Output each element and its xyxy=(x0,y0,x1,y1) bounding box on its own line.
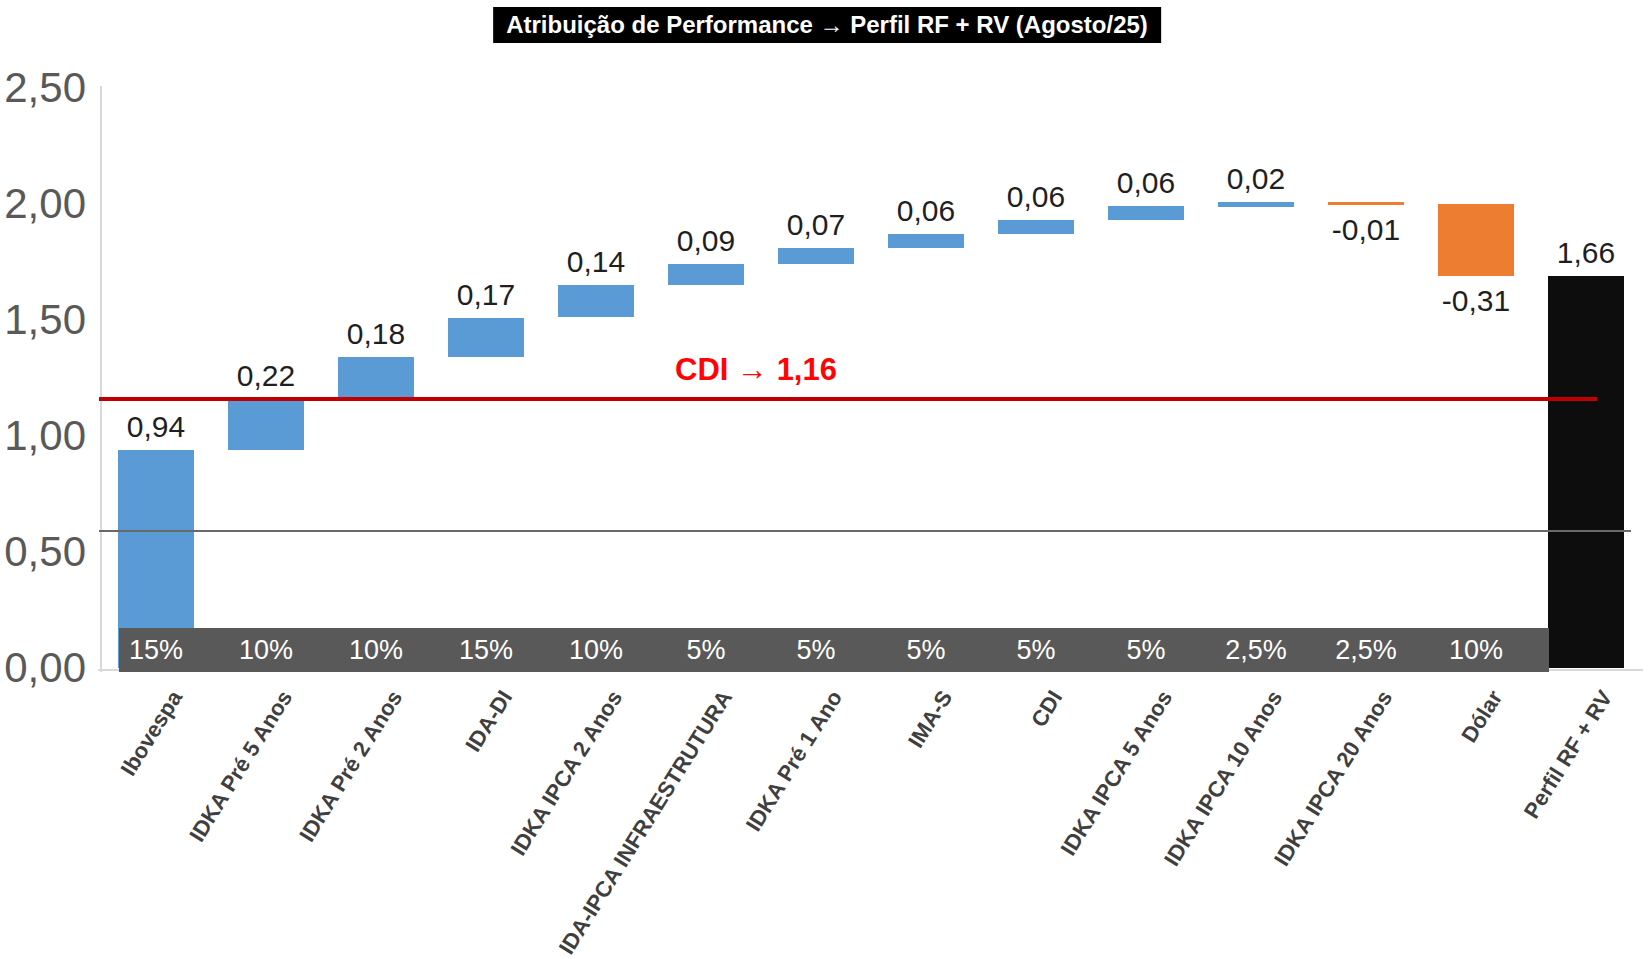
y-tick-label: 0,00 xyxy=(0,643,86,693)
waterfall-bar xyxy=(1218,202,1294,207)
weight-label: 10% xyxy=(541,628,651,672)
bar-value-label: -0,01 xyxy=(1311,213,1421,247)
weight-label: 2,5% xyxy=(1311,628,1421,672)
weight-label: 10% xyxy=(1421,628,1531,672)
waterfall-bar xyxy=(228,399,304,450)
bar-value-label: 0,14 xyxy=(541,245,651,279)
bar-value-label: 0,09 xyxy=(651,224,761,258)
bar-value-label: 0,06 xyxy=(871,194,981,228)
waterfall-bar xyxy=(998,220,1074,234)
waterfall-bar xyxy=(338,357,414,399)
waterfall-bar xyxy=(668,264,744,285)
waterfall-bar xyxy=(778,248,854,264)
weight-label: 5% xyxy=(981,628,1091,672)
bar-value-label: 0,02 xyxy=(1201,162,1311,196)
secondary-reference-line xyxy=(99,530,1631,532)
waterfall-bar xyxy=(1548,276,1624,668)
weight-label: 5% xyxy=(871,628,981,672)
waterfall-bar xyxy=(1108,206,1184,220)
waterfall-chart: Atribuição de Performance → Perfil RF + … xyxy=(0,0,1651,959)
weight-label: 10% xyxy=(211,628,321,672)
weight-label: 10% xyxy=(321,628,431,672)
y-tick-label: 2,00 xyxy=(0,179,86,229)
waterfall-bar xyxy=(888,234,964,248)
y-tick-label: 1,50 xyxy=(0,295,86,345)
cdi-reference-line xyxy=(99,397,1597,401)
weight-label: 5% xyxy=(1091,628,1201,672)
bar-value-label: 0,22 xyxy=(211,359,321,393)
bar-value-label: 0,17 xyxy=(431,278,541,312)
weight-label: 5% xyxy=(651,628,761,672)
waterfall-bar xyxy=(558,285,634,317)
chart-title: Atribuição de Performance → Perfil RF + … xyxy=(493,7,1161,43)
weight-label: 2,5% xyxy=(1201,628,1311,672)
waterfall-bar xyxy=(1438,204,1514,276)
weight-label: 15% xyxy=(431,628,541,672)
waterfall-bar xyxy=(1328,202,1404,205)
y-axis-line xyxy=(100,86,102,672)
bar-value-label: 0,94 xyxy=(101,410,211,444)
weight-label: 5% xyxy=(761,628,871,672)
bar-value-label: -0,31 xyxy=(1421,284,1531,318)
y-tick-label: 1,00 xyxy=(0,411,86,461)
bar-value-label: 0,06 xyxy=(1091,166,1201,200)
bar-value-label: 0,18 xyxy=(321,317,431,351)
weight-label: 15% xyxy=(101,628,211,672)
waterfall-bar xyxy=(448,318,524,357)
cdi-line-label: CDI → 1,16 xyxy=(586,352,926,388)
y-tick-label: 2,50 xyxy=(0,63,86,113)
bar-value-label: 0,07 xyxy=(761,208,871,242)
y-tick-label: 0,50 xyxy=(0,527,86,577)
bar-value-label: 0,06 xyxy=(981,180,1091,214)
bar-value-label: 1,66 xyxy=(1531,236,1641,270)
